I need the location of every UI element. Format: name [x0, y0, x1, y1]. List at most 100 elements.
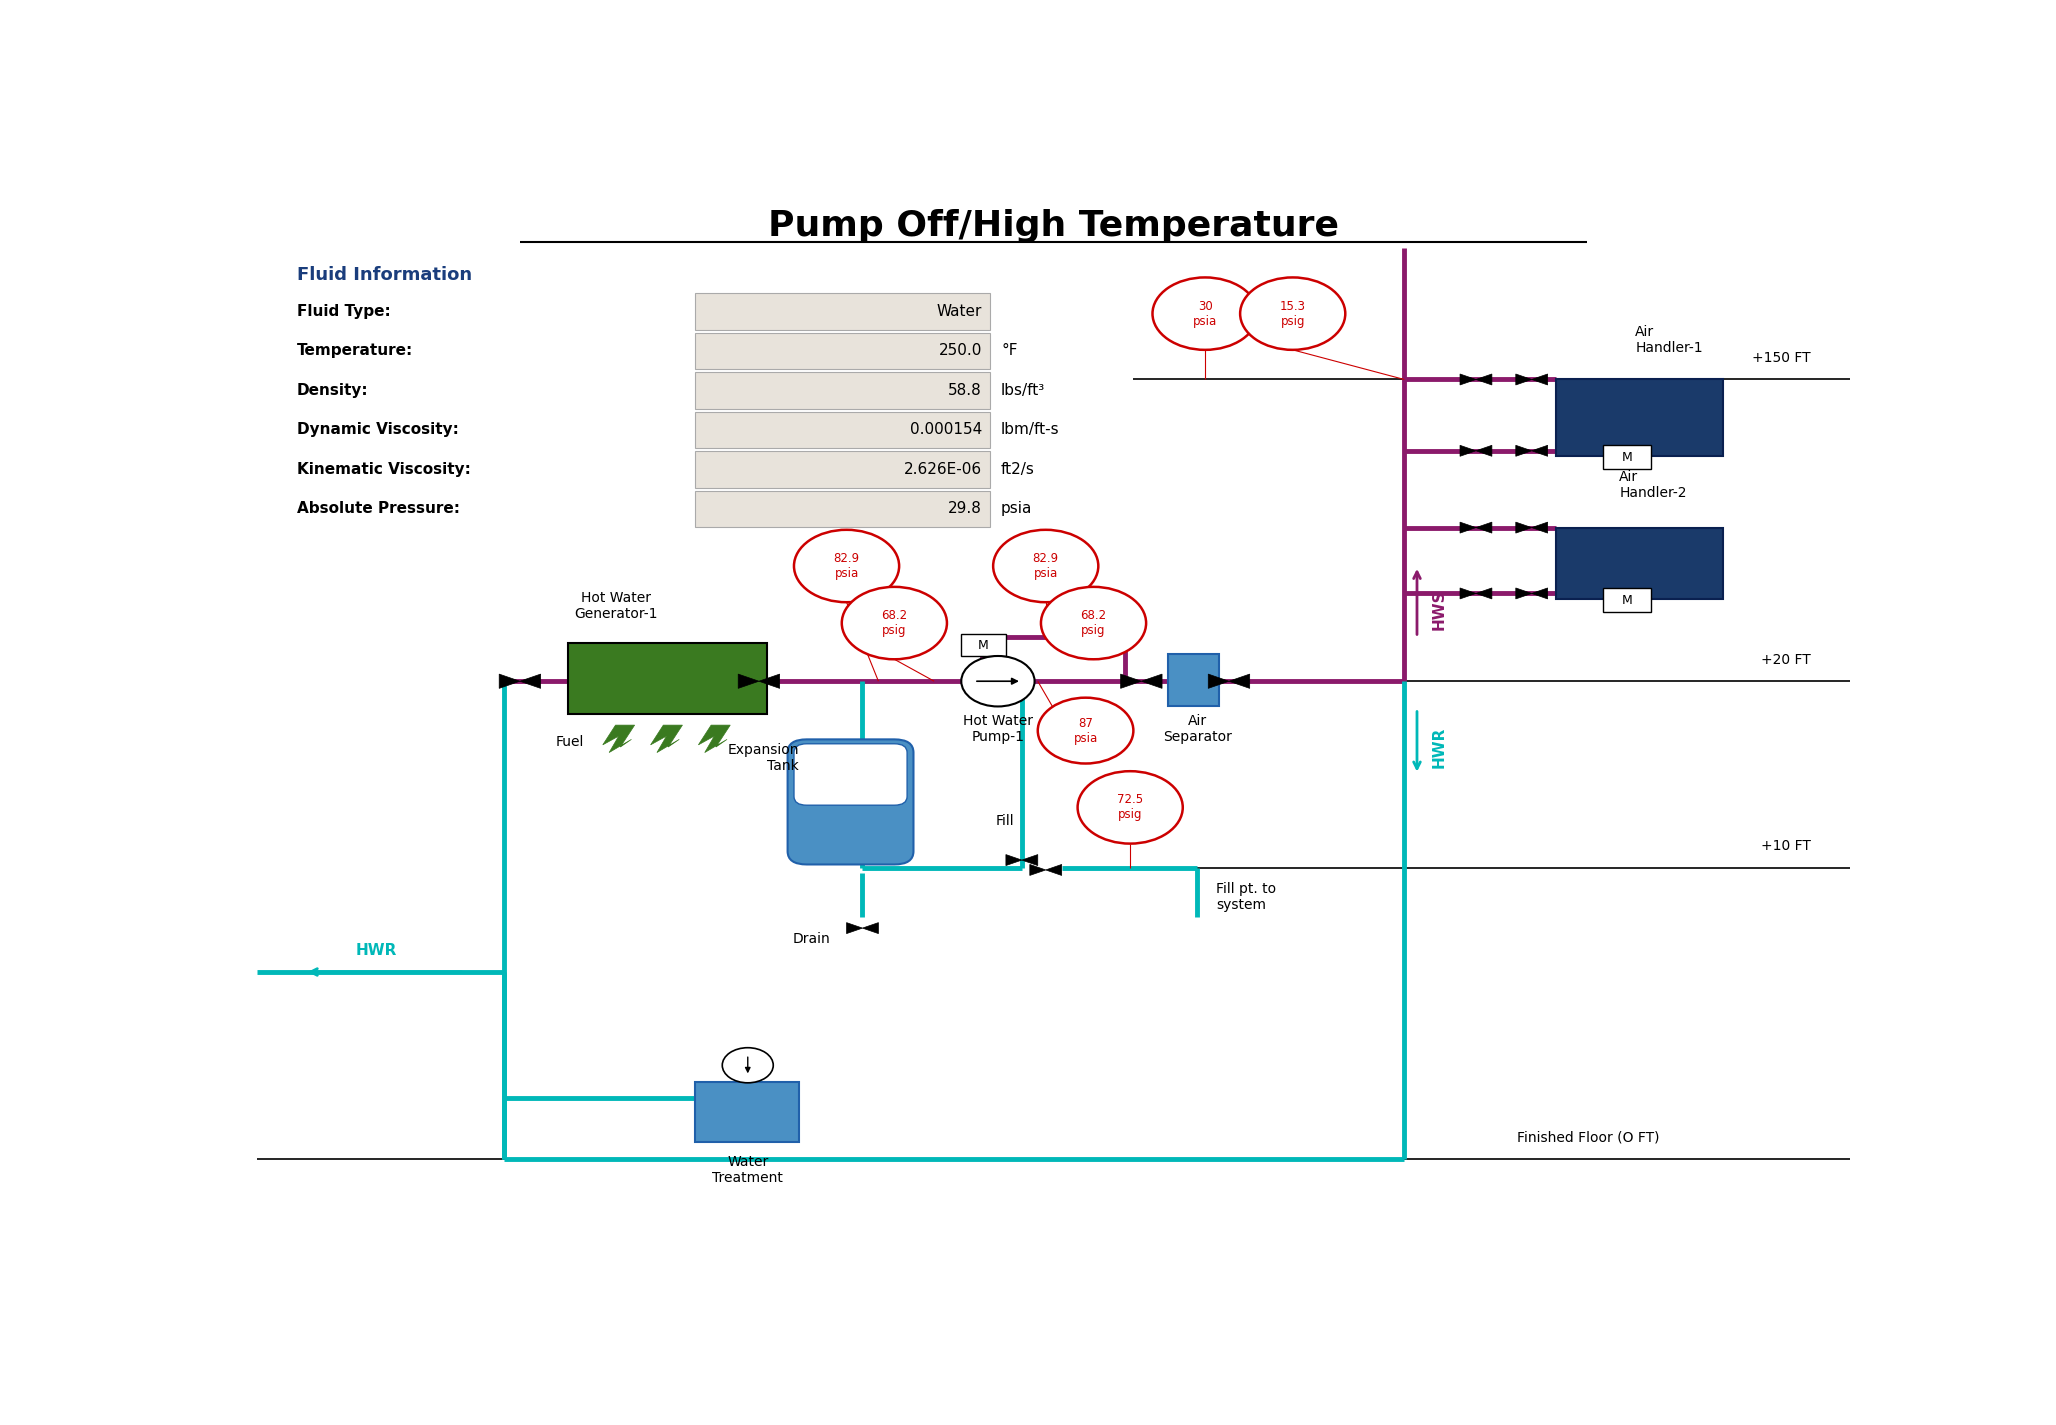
Text: 82.9
psia: 82.9 psia — [833, 551, 859, 580]
Text: +20 FT: +20 FT — [1760, 653, 1811, 667]
FancyBboxPatch shape — [787, 740, 913, 865]
Circle shape — [794, 530, 898, 603]
Circle shape — [962, 656, 1034, 707]
Text: 87
psia: 87 psia — [1073, 717, 1098, 745]
Text: M: M — [1622, 450, 1632, 465]
Text: 82.9
psia: 82.9 psia — [1032, 551, 1059, 580]
Text: 68.2
psig: 68.2 psig — [882, 608, 907, 637]
Text: lbs/ft³: lbs/ft³ — [1001, 383, 1044, 398]
Text: Expansion
Tank: Expansion Tank — [728, 742, 800, 774]
Circle shape — [1153, 278, 1258, 351]
Circle shape — [1038, 698, 1133, 764]
Polygon shape — [1460, 589, 1476, 598]
Text: Absolute Pressure:: Absolute Pressure: — [296, 502, 461, 516]
Text: ft2/s: ft2/s — [1001, 462, 1034, 477]
Circle shape — [1240, 278, 1345, 351]
Circle shape — [1077, 771, 1182, 844]
Text: 15.3
psig: 15.3 psig — [1279, 299, 1306, 328]
FancyBboxPatch shape — [695, 1082, 800, 1141]
Text: Air
Separator: Air Separator — [1164, 714, 1232, 744]
Text: 2.626E-06: 2.626E-06 — [905, 462, 983, 477]
Polygon shape — [500, 674, 520, 688]
Text: Air
Handler-1: Air Handler-1 — [1635, 325, 1702, 355]
Polygon shape — [1460, 522, 1476, 533]
FancyBboxPatch shape — [695, 294, 991, 329]
FancyBboxPatch shape — [567, 643, 767, 714]
FancyBboxPatch shape — [1168, 654, 1219, 707]
Polygon shape — [1476, 373, 1493, 385]
Text: 58.8: 58.8 — [948, 383, 983, 398]
Text: Fuel: Fuel — [555, 734, 584, 748]
FancyBboxPatch shape — [695, 452, 991, 487]
Polygon shape — [1515, 445, 1532, 456]
Text: Pump Off/High Temperature: Pump Off/High Temperature — [769, 209, 1338, 244]
FancyBboxPatch shape — [1556, 379, 1723, 456]
Text: Fluid Type:: Fluid Type: — [296, 304, 391, 319]
Text: Dynamic Viscosity:: Dynamic Viscosity: — [296, 422, 458, 437]
Text: Finished Floor (O FT): Finished Floor (O FT) — [1517, 1130, 1659, 1144]
FancyBboxPatch shape — [695, 490, 991, 527]
FancyBboxPatch shape — [1604, 589, 1651, 613]
FancyBboxPatch shape — [962, 634, 1005, 656]
Text: Air
Handler-2: Air Handler-2 — [1620, 470, 1686, 500]
Polygon shape — [1022, 855, 1038, 865]
Text: 0.000154: 0.000154 — [909, 422, 983, 437]
Circle shape — [993, 530, 1098, 603]
Polygon shape — [1209, 674, 1229, 688]
Polygon shape — [759, 674, 779, 688]
Text: 30
psia: 30 psia — [1192, 299, 1217, 328]
Polygon shape — [1141, 674, 1162, 688]
FancyBboxPatch shape — [695, 333, 991, 369]
Text: lbm/ft-s: lbm/ft-s — [1001, 422, 1059, 437]
Text: M: M — [979, 638, 989, 651]
FancyBboxPatch shape — [695, 412, 991, 447]
Polygon shape — [1532, 589, 1548, 598]
FancyBboxPatch shape — [1556, 527, 1723, 598]
Text: Density:: Density: — [296, 383, 368, 398]
Polygon shape — [1005, 855, 1022, 865]
Text: 29.8: 29.8 — [948, 502, 983, 516]
Text: Hot Water
Generator-1: Hot Water Generator-1 — [574, 591, 658, 621]
Text: Fluid Information: Fluid Information — [296, 266, 473, 284]
Polygon shape — [1515, 522, 1532, 533]
Text: +150 FT: +150 FT — [1752, 351, 1811, 365]
Polygon shape — [1460, 445, 1476, 456]
Text: HWS: HWS — [1431, 590, 1445, 630]
Text: psia: psia — [1001, 502, 1032, 516]
Polygon shape — [1476, 522, 1493, 533]
FancyBboxPatch shape — [1604, 445, 1651, 469]
Circle shape — [722, 1047, 773, 1083]
Text: 68.2
psig: 68.2 psig — [1081, 608, 1106, 637]
Text: 72.5
psig: 72.5 psig — [1116, 794, 1143, 821]
Text: M: M — [1622, 594, 1632, 607]
Polygon shape — [1476, 445, 1493, 456]
Text: HWR: HWR — [1431, 727, 1445, 768]
Text: °F: °F — [1001, 343, 1018, 359]
Circle shape — [841, 587, 948, 660]
Polygon shape — [1229, 674, 1250, 688]
Polygon shape — [520, 674, 541, 688]
Text: Fill pt. to
system: Fill pt. to system — [1217, 882, 1277, 912]
Polygon shape — [1476, 589, 1493, 598]
Polygon shape — [1030, 865, 1047, 875]
Polygon shape — [1532, 522, 1548, 533]
Text: 250.0: 250.0 — [940, 343, 983, 359]
FancyBboxPatch shape — [794, 744, 907, 805]
Polygon shape — [1047, 865, 1061, 875]
Text: Kinematic Viscosity:: Kinematic Viscosity: — [296, 462, 471, 477]
Polygon shape — [1515, 373, 1532, 385]
Polygon shape — [650, 725, 683, 752]
Polygon shape — [738, 674, 759, 688]
Polygon shape — [1515, 589, 1532, 598]
Text: Hot Water
Pump-1: Hot Water Pump-1 — [962, 714, 1032, 744]
Polygon shape — [847, 922, 864, 933]
Text: +10 FT: +10 FT — [1760, 839, 1811, 854]
Polygon shape — [1532, 445, 1548, 456]
Polygon shape — [1532, 373, 1548, 385]
Polygon shape — [602, 725, 635, 752]
Polygon shape — [1460, 373, 1476, 385]
FancyBboxPatch shape — [695, 372, 991, 409]
Text: HWR: HWR — [356, 943, 397, 958]
Circle shape — [1040, 587, 1145, 660]
Text: Water
Treatment: Water Treatment — [711, 1156, 783, 1186]
